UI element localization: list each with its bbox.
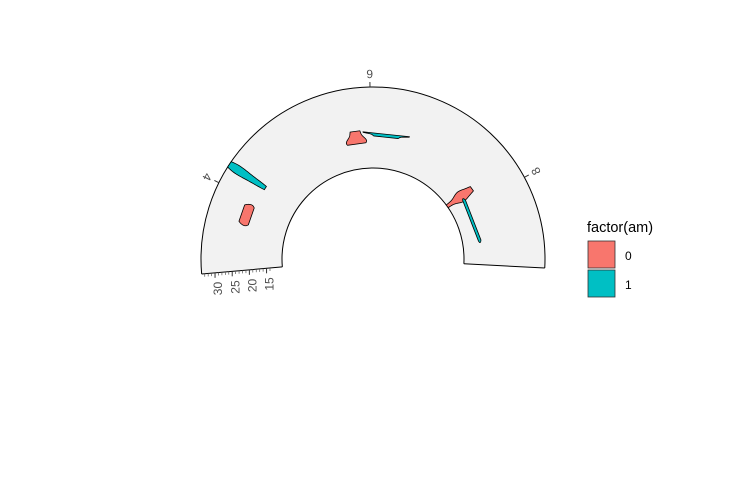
r-tick-label: 15	[263, 277, 277, 291]
theta-tick-label: 6	[366, 67, 373, 81]
violin-cyl4-am1	[227, 161, 267, 191]
legend: factor(am) 0 1	[587, 220, 653, 298]
legend-key-1	[587, 269, 616, 298]
theta-tick-mark	[214, 180, 220, 184]
theta-tick-mark	[524, 174, 530, 178]
legend-key-0	[587, 240, 616, 269]
violin-cyl8-am0	[445, 186, 474, 209]
theta-tick-label: 8	[528, 165, 544, 178]
theta-tick-label: 4	[199, 171, 215, 183]
start-border	[201, 266, 283, 275]
violin-cyl8-am1	[462, 198, 482, 243]
r-tick-label: 30	[211, 282, 225, 296]
end-border	[463, 263, 545, 269]
violin-cyl4-am0	[238, 203, 255, 227]
inner-border	[281, 167, 465, 267]
legend-title: factor(am)	[587, 220, 653, 236]
violin-cyl6-am0	[345, 130, 367, 146]
violins	[227, 130, 482, 243]
panel-background	[200, 87, 545, 274]
legend-label-0: 0	[625, 249, 632, 263]
r-tick-label: 20	[246, 279, 260, 293]
r-tick-label: 25	[228, 280, 242, 294]
violin-cyl6-am1	[362, 131, 410, 139]
legend-label-1: 1	[625, 278, 632, 292]
